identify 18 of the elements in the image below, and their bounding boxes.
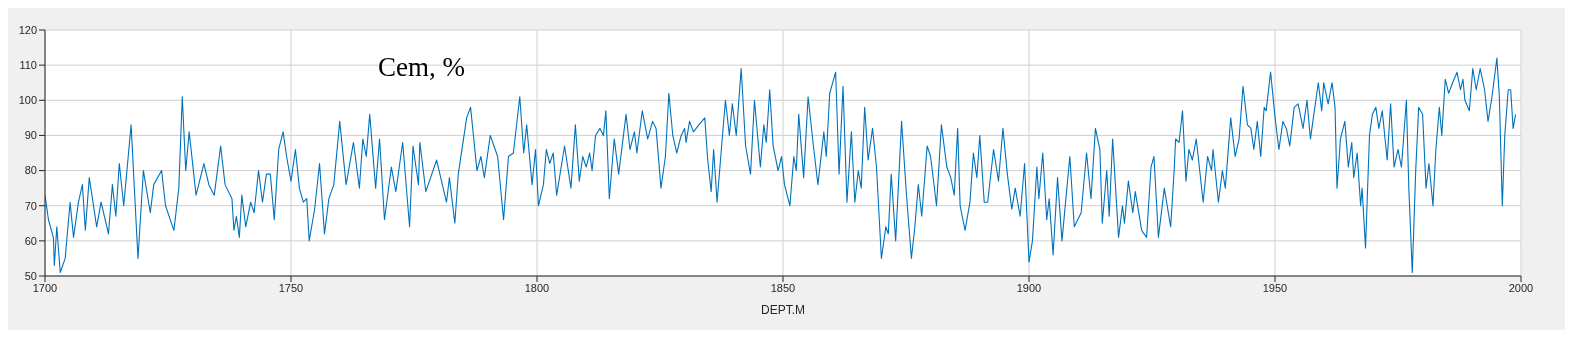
x-tick-label: 1750	[278, 281, 304, 294]
y-tick-label: 90	[24, 129, 37, 142]
x-tick-label: 1850	[770, 281, 796, 294]
y-tick-label: 60	[24, 234, 37, 247]
y-tick-label: 110	[19, 59, 37, 72]
y-tick-label: 80	[24, 164, 37, 177]
x-axis-title: DEPT.M	[760, 303, 806, 317]
x-tick-label: 1800	[524, 281, 550, 294]
x-tick-label: 1700	[32, 281, 58, 294]
y-tick-label: 50	[24, 269, 37, 282]
y-tick-label: 120	[18, 23, 37, 36]
x-tick-label: 2000	[1508, 281, 1534, 294]
y-tick-label: 70	[24, 199, 37, 212]
line-series	[45, 57, 1517, 274]
x-tick-label: 1900	[1016, 281, 1042, 294]
y-tick-label: 100	[18, 94, 37, 107]
x-tick-label: 1950	[1262, 281, 1288, 294]
text: Cem, %	[378, 52, 465, 83]
